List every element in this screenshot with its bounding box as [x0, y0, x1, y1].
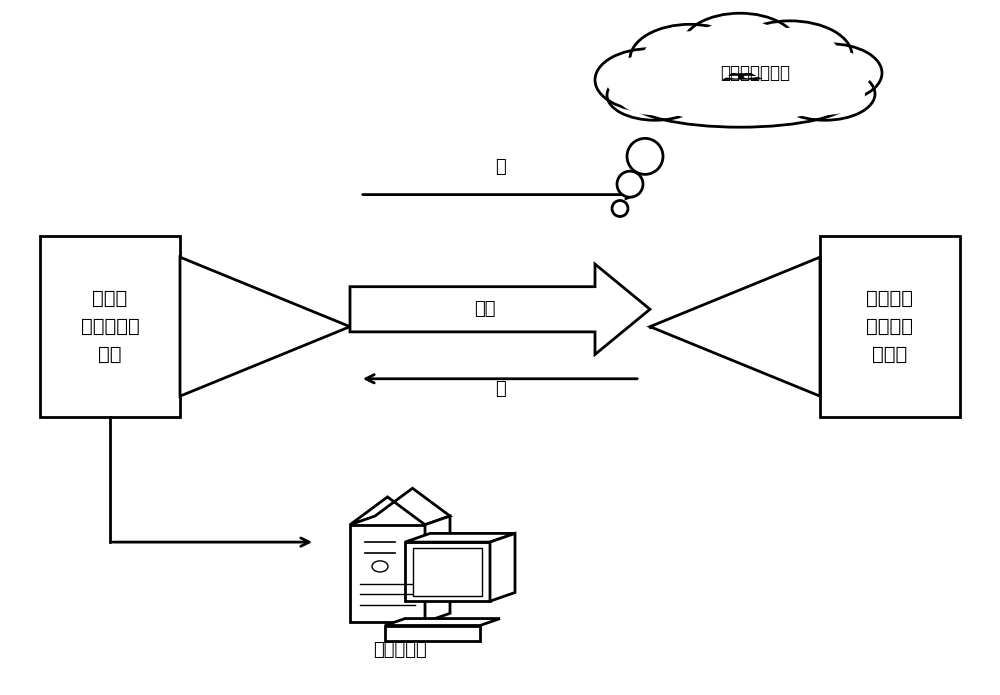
Bar — [40, 236, 180, 417]
Ellipse shape — [682, 13, 798, 80]
Polygon shape — [425, 516, 450, 622]
Ellipse shape — [642, 31, 738, 87]
Text: 电子标签
（安置于
钻杆）: 电子标签 （安置于 钻杆） — [866, 289, 913, 364]
Polygon shape — [413, 548, 482, 596]
Text: 能源: 能源 — [474, 300, 496, 318]
Ellipse shape — [740, 28, 840, 83]
Text: 现场服务器: 现场服务器 — [373, 641, 427, 659]
Polygon shape — [350, 488, 450, 525]
Ellipse shape — [606, 55, 694, 105]
Ellipse shape — [775, 67, 875, 120]
Ellipse shape — [630, 74, 850, 127]
Ellipse shape — [627, 138, 663, 174]
Ellipse shape — [630, 24, 750, 94]
Ellipse shape — [694, 20, 786, 73]
Circle shape — [372, 561, 388, 572]
Polygon shape — [350, 525, 425, 622]
Polygon shape — [405, 542, 490, 601]
Ellipse shape — [728, 21, 852, 90]
Text: 写: 写 — [495, 158, 505, 176]
Polygon shape — [350, 264, 650, 354]
Polygon shape — [385, 626, 480, 641]
Ellipse shape — [652, 80, 828, 122]
Text: 读: 读 — [495, 380, 505, 398]
Ellipse shape — [617, 171, 643, 197]
Ellipse shape — [617, 75, 693, 115]
Polygon shape — [490, 534, 515, 601]
Ellipse shape — [778, 44, 882, 102]
Polygon shape — [180, 257, 350, 396]
Text: 耦合元件，天线: 耦合元件，天线 — [720, 64, 790, 82]
Ellipse shape — [785, 73, 865, 115]
Ellipse shape — [607, 70, 703, 120]
Ellipse shape — [788, 49, 872, 97]
Polygon shape — [405, 534, 515, 542]
Ellipse shape — [612, 200, 628, 217]
Polygon shape — [650, 257, 820, 396]
Polygon shape — [385, 619, 500, 626]
Bar — [820, 236, 960, 417]
Ellipse shape — [595, 49, 705, 111]
Text: 阅读器
（安置于机
架）: 阅读器 （安置于机 架） — [81, 289, 139, 364]
